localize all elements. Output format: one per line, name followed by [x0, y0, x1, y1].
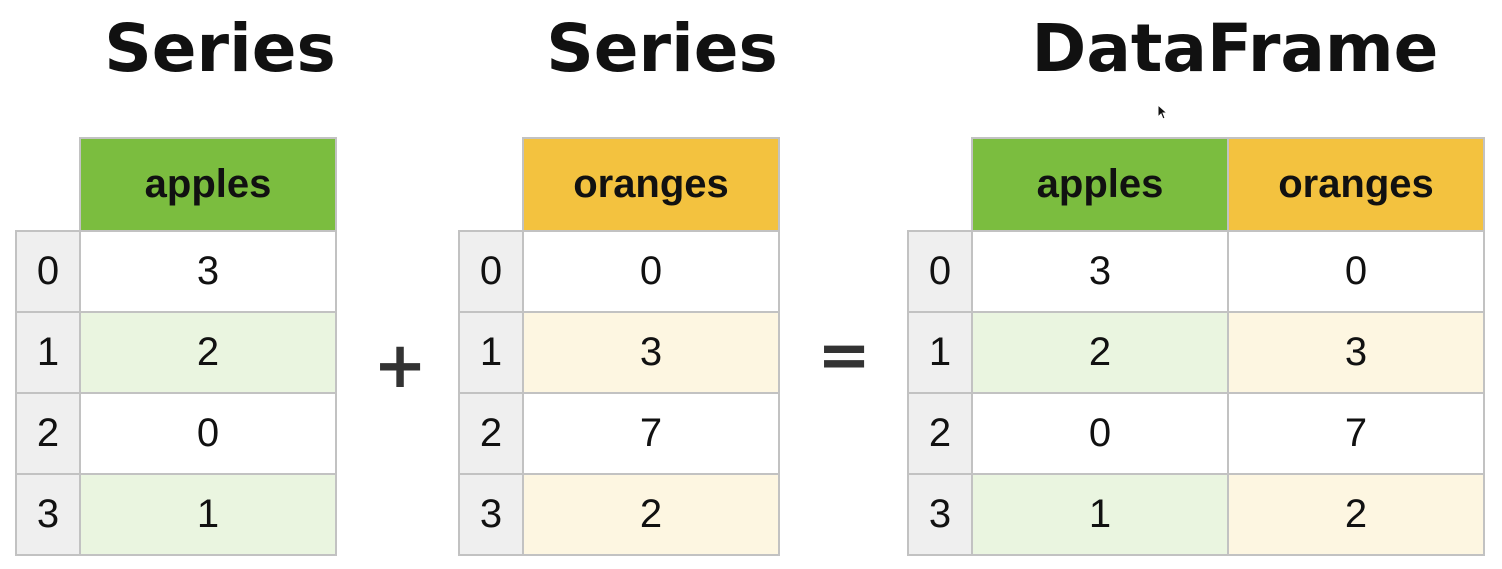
table-corner [908, 138, 972, 231]
column-header-oranges: oranges [522, 137, 780, 232]
series-oranges-title: Series [546, 10, 778, 87]
row-index: 0 [15, 230, 81, 313]
apples-cell: 1 [971, 473, 1229, 556]
apples-cell: 2 [971, 311, 1229, 394]
row-index: 2 [458, 392, 524, 475]
apples-cell: 2 [79, 311, 337, 394]
dataframe-table: apples oranges 0 3 0 1 2 3 2 0 7 3 1 2 [907, 137, 1485, 556]
oranges-cell: 2 [1227, 473, 1485, 556]
row-index: 1 [458, 311, 524, 394]
row-index: 2 [907, 392, 973, 475]
table-corner [16, 138, 80, 231]
series-apples-title: Series [104, 10, 336, 87]
apples-cell: 0 [971, 392, 1229, 475]
apples-cell: 3 [79, 230, 337, 313]
oranges-cell: 0 [1227, 230, 1485, 313]
column-header-oranges: oranges [1227, 137, 1485, 232]
apples-cell: 0 [79, 392, 337, 475]
row-index: 3 [15, 473, 81, 556]
row-index: 0 [907, 230, 973, 313]
row-index: 1 [907, 311, 973, 394]
column-header-apples: apples [79, 137, 337, 232]
series-oranges-table: oranges 0 0 1 3 2 7 3 2 [458, 137, 780, 556]
oranges-cell: 3 [1227, 311, 1485, 394]
oranges-cell: 3 [522, 311, 780, 394]
equals-operator: = [817, 319, 871, 393]
oranges-cell: 7 [522, 392, 780, 475]
dataframe-title: DataFrame [1031, 10, 1439, 87]
oranges-cell: 7 [1227, 392, 1485, 475]
mouse-pointer-icon [1157, 104, 1169, 120]
table-corner [459, 138, 523, 231]
oranges-cell: 2 [522, 473, 780, 556]
row-index: 2 [15, 392, 81, 475]
row-index: 1 [15, 311, 81, 394]
apples-cell: 1 [79, 473, 337, 556]
row-index: 3 [458, 473, 524, 556]
row-index: 0 [458, 230, 524, 313]
plus-operator: + [373, 329, 427, 403]
row-index: 3 [907, 473, 973, 556]
apples-cell: 3 [971, 230, 1229, 313]
oranges-cell: 0 [522, 230, 780, 313]
series-apples-table: apples 0 3 1 2 2 0 3 1 [15, 137, 337, 556]
column-header-apples: apples [971, 137, 1229, 232]
